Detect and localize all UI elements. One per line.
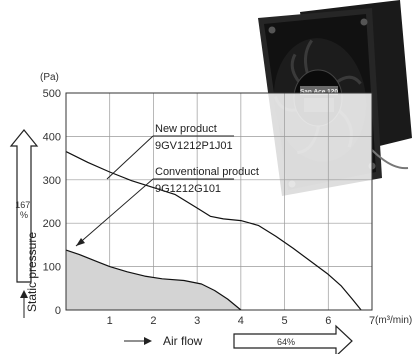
x-axis-direction-arrow bbox=[124, 337, 152, 345]
tick-labels: 1 2 3 4 5 6 7 0 100 200 300 400 500 bbox=[43, 88, 375, 327]
x-tick-label: 6 bbox=[325, 315, 331, 327]
new-product-label: New product bbox=[155, 123, 217, 135]
fan-brand-label: San Ace 120 bbox=[300, 89, 338, 96]
y-tick-label: 200 bbox=[43, 218, 61, 230]
conventional-product-annotation: Conventional product 9G1212G101 bbox=[75, 166, 259, 247]
series-line-0 bbox=[65, 151, 362, 311]
series-fills bbox=[66, 250, 241, 310]
series-area-1 bbox=[66, 250, 241, 310]
new-product-model: 9GV1212P1J01 bbox=[155, 140, 233, 152]
x-tick-label: 5 bbox=[282, 315, 288, 327]
conventional-product-leader-arrow bbox=[75, 178, 154, 247]
conventional-product-label: Conventional product bbox=[155, 166, 259, 178]
pressure-gain-arrow: 167 % bbox=[9, 129, 39, 283]
series-line-1 bbox=[65, 249, 242, 311]
y-axis-direction-arrow bbox=[20, 290, 28, 318]
airflow-gain-label: 64% bbox=[277, 337, 295, 347]
new-product-annotation: New product 9GV1212P1J01 bbox=[106, 123, 234, 180]
y-tick-label: 300 bbox=[43, 175, 61, 187]
x-tick-label: 7 bbox=[369, 315, 375, 327]
conventional-product-model: 9G1212G101 bbox=[155, 183, 221, 195]
y-tick-label: 400 bbox=[43, 131, 61, 143]
x-tick-label: 4 bbox=[238, 315, 244, 327]
x-tick-label: 1 bbox=[107, 315, 113, 327]
new-product-leader-arrow bbox=[106, 135, 154, 180]
y-axis-label: Static pressure bbox=[25, 232, 39, 312]
x-axis-unit: (m³/min) bbox=[375, 315, 412, 326]
y-tick-label: 500 bbox=[43, 88, 61, 100]
series-lines bbox=[65, 151, 362, 311]
y-axis-unit: (Pa) bbox=[40, 72, 59, 83]
y-tick-label: 100 bbox=[43, 262, 61, 274]
x-tick-label: 2 bbox=[150, 315, 156, 327]
x-tick-label: 3 bbox=[194, 315, 200, 327]
plot-frame bbox=[65, 92, 373, 311]
airflow-gain-arrow: 64% bbox=[233, 324, 353, 354]
x-axis-label: Air flow bbox=[163, 334, 203, 348]
conventional-product-arrowhead bbox=[76, 238, 85, 246]
plot-area: 1 2 3 4 5 6 7 0 100 200 300 400 500 bbox=[43, 88, 375, 327]
y-tick-label: 0 bbox=[55, 305, 61, 317]
pressure-gain-label: 167 % bbox=[15, 200, 33, 220]
